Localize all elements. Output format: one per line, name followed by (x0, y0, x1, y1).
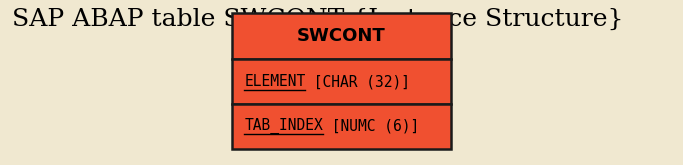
Text: SWCONT: SWCONT (297, 27, 386, 45)
Bar (232, 13, 451, 59)
Bar (232, 104, 451, 148)
Text: [NUMC (6)]: [NUMC (6)] (323, 119, 419, 134)
Text: SAP ABAP table SWCONT {Instance Structure}: SAP ABAP table SWCONT {Instance Structur… (12, 8, 624, 31)
Bar (232, 59, 451, 104)
Text: ELEMENT: ELEMENT (245, 74, 305, 89)
Text: [CHAR (32)]: [CHAR (32)] (305, 74, 410, 89)
Text: TAB_INDEX: TAB_INDEX (245, 118, 323, 134)
